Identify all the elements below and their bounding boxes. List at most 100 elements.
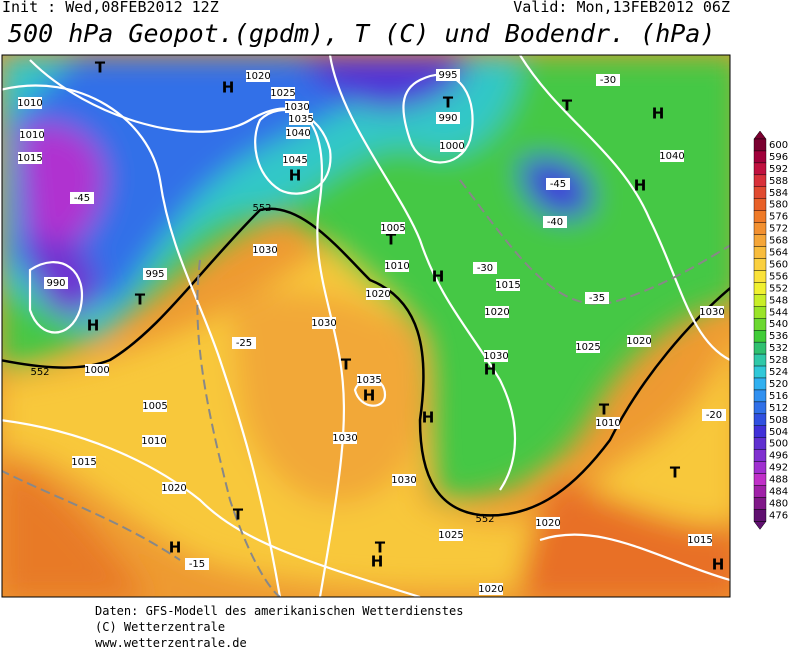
colorbar-label: 516 bbox=[769, 391, 788, 402]
colorbar-cell bbox=[753, 306, 767, 319]
colorbar-label: 512 bbox=[769, 403, 788, 414]
init-text: Init : Wed,08FEB2012 12Z bbox=[2, 0, 219, 16]
map-label: 1040 bbox=[285, 128, 310, 139]
colorbar-cell bbox=[753, 246, 767, 259]
colorbar-cell bbox=[753, 258, 767, 271]
colorbar-label: 560 bbox=[769, 259, 788, 270]
label-box bbox=[440, 140, 464, 152]
colorbar-cell bbox=[753, 138, 767, 152]
pressure-center: H bbox=[363, 387, 376, 405]
colorbar-cell bbox=[753, 222, 767, 235]
label-box bbox=[289, 113, 313, 125]
map-label: 1030 bbox=[284, 102, 309, 113]
colorbar-label: 528 bbox=[769, 355, 788, 366]
label-box bbox=[702, 409, 726, 421]
label-box bbox=[232, 337, 256, 349]
pressure-center: T bbox=[386, 231, 397, 249]
colorbar-label: 576 bbox=[769, 212, 788, 223]
colorbar-label: 492 bbox=[769, 463, 788, 474]
colorbar-label: 564 bbox=[769, 248, 788, 259]
isobars bbox=[2, 55, 730, 597]
map-label: 1020 bbox=[484, 307, 509, 318]
colorbar-cell bbox=[753, 198, 767, 211]
label-box bbox=[366, 288, 390, 300]
pressure-center: H bbox=[652, 105, 665, 123]
label-box bbox=[312, 317, 336, 329]
label-box bbox=[246, 70, 270, 82]
colorbar-cell bbox=[753, 425, 767, 438]
pressure-center: T bbox=[341, 356, 352, 374]
colorbar-label: 524 bbox=[769, 367, 788, 378]
colorbar-label: 568 bbox=[769, 236, 788, 247]
map-label: 1000 bbox=[439, 141, 464, 152]
colorbar-cell bbox=[753, 449, 767, 462]
colorbar-cell bbox=[753, 318, 767, 331]
colorbar-cell bbox=[753, 389, 767, 403]
colorbar-cap bbox=[753, 130, 767, 140]
pressure-center: T bbox=[375, 539, 386, 557]
map-label: 552 bbox=[475, 514, 494, 525]
colorbar-label: 572 bbox=[769, 224, 788, 235]
map-label: -30 bbox=[600, 75, 616, 86]
colorbar-label: 500 bbox=[769, 439, 788, 450]
footer-line: www.wetterzentrale.de bbox=[95, 636, 247, 648]
map-label: -45 bbox=[74, 193, 90, 204]
map-label: 1035 bbox=[288, 114, 313, 125]
map: T101010151010H102010251030103510401045H9… bbox=[2, 55, 730, 597]
colorbar-label: 544 bbox=[769, 307, 788, 318]
label-box bbox=[700, 306, 724, 318]
colorbar-cell bbox=[753, 509, 767, 522]
label-box bbox=[143, 268, 167, 280]
map-label: 1020 bbox=[245, 71, 270, 82]
colorbar-label: 476 bbox=[769, 510, 788, 521]
label-box bbox=[283, 154, 307, 166]
label-box bbox=[18, 152, 42, 164]
map-label: 1010 bbox=[141, 436, 166, 447]
pressure-center: H bbox=[87, 317, 100, 335]
label-box bbox=[333, 432, 357, 444]
colorbar-cell bbox=[753, 437, 767, 450]
pressure-center: T bbox=[233, 506, 244, 524]
colorbar-cell bbox=[753, 401, 767, 415]
colorbar-cell bbox=[753, 353, 767, 367]
label-box bbox=[392, 474, 416, 486]
pressure-center: T bbox=[95, 59, 106, 77]
map-label: 1030 bbox=[311, 318, 336, 329]
colorbar-cell bbox=[753, 341, 767, 355]
colorbar-cell bbox=[753, 162, 767, 176]
label-box bbox=[285, 101, 309, 113]
colorbar-cell bbox=[753, 497, 767, 510]
colorbar-label: 540 bbox=[769, 319, 788, 330]
colorbar-cell bbox=[753, 473, 767, 486]
colorbar-label: 592 bbox=[769, 164, 788, 175]
map-label: 1015 bbox=[17, 153, 42, 164]
map-label: -45 bbox=[550, 179, 566, 190]
map-label: 1020 bbox=[478, 584, 503, 595]
map-label: -30 bbox=[477, 263, 493, 274]
label-box bbox=[543, 216, 567, 228]
map-label: 1020 bbox=[161, 483, 186, 494]
colorbar-label: 480 bbox=[769, 498, 788, 509]
colorbar-label: 484 bbox=[769, 487, 788, 498]
colorbar-cell bbox=[753, 294, 767, 307]
label-box bbox=[271, 87, 295, 99]
map-label: 990 bbox=[438, 113, 457, 124]
map-label: 1010 bbox=[384, 261, 409, 272]
pressure-center: H bbox=[289, 167, 302, 185]
map-label: 1020 bbox=[626, 336, 651, 347]
colorbar-label: 532 bbox=[769, 343, 788, 354]
label-box bbox=[585, 292, 609, 304]
colorbar-cell bbox=[753, 365, 767, 379]
label-box bbox=[44, 277, 68, 289]
map-label: 552 bbox=[30, 367, 49, 378]
map-label: 1020 bbox=[365, 289, 390, 300]
map-label: 1005 bbox=[380, 223, 405, 234]
map-label: 1030 bbox=[332, 433, 357, 444]
map-label: 1030 bbox=[252, 245, 277, 256]
map-label: 1015 bbox=[71, 457, 96, 468]
colorbar-label: 496 bbox=[769, 451, 788, 462]
colorbar-label: 580 bbox=[769, 200, 788, 211]
pressure-center: T bbox=[670, 464, 681, 482]
